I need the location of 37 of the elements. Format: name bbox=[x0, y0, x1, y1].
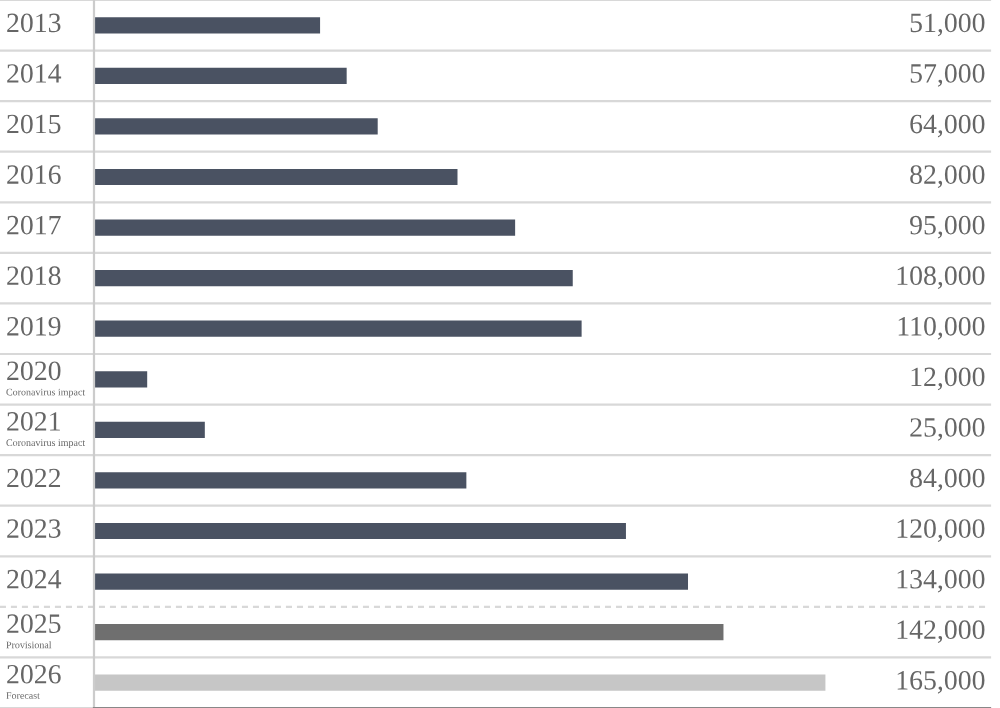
data-label: 108,000 bbox=[897, 266, 985, 290]
bar bbox=[94, 270, 573, 287]
bar bbox=[94, 219, 516, 236]
bar bbox=[94, 320, 582, 337]
y-tick-label: 2015 bbox=[7, 114, 61, 134]
data-label: 64,000 bbox=[910, 114, 985, 138]
data-label: 165,000 bbox=[897, 670, 985, 694]
bar bbox=[94, 371, 148, 388]
bar bbox=[94, 573, 689, 590]
data-label: 134,000 bbox=[897, 569, 985, 593]
data-label: 95,000 bbox=[910, 215, 985, 239]
bar bbox=[94, 522, 626, 540]
bar bbox=[94, 421, 205, 438]
data-label: 82,000 bbox=[910, 165, 985, 188]
y-tick-label: 2019 bbox=[7, 316, 61, 336]
data-label: 57,000 bbox=[910, 64, 985, 87]
data-label: 12,000 bbox=[911, 367, 985, 391]
bar bbox=[94, 118, 378, 135]
data-label: 142,000 bbox=[897, 620, 985, 644]
y-tick-label: 2013 bbox=[7, 13, 61, 33]
data-label: 120,000 bbox=[897, 519, 985, 542]
data-label: 84,000 bbox=[910, 468, 985, 492]
y-tick-label: 2024 bbox=[7, 569, 62, 589]
y-tick-label: 2016 bbox=[7, 165, 61, 184]
bar bbox=[94, 67, 347, 84]
data-label: 51,000 bbox=[910, 13, 985, 37]
data-label: 110,000 bbox=[898, 316, 985, 340]
y-tick-label: 2014 bbox=[7, 64, 62, 83]
bar bbox=[94, 624, 724, 641]
y-tick-label: 2018 bbox=[7, 266, 61, 286]
y-tick-label: 2022 bbox=[7, 468, 61, 488]
y-tick-label: 2023 bbox=[7, 519, 61, 538]
data-label: 25,000 bbox=[910, 418, 985, 441]
bar bbox=[94, 472, 467, 489]
bar bbox=[94, 17, 321, 34]
y-tick-label: 2017 bbox=[7, 215, 61, 235]
bar bbox=[94, 168, 458, 186]
